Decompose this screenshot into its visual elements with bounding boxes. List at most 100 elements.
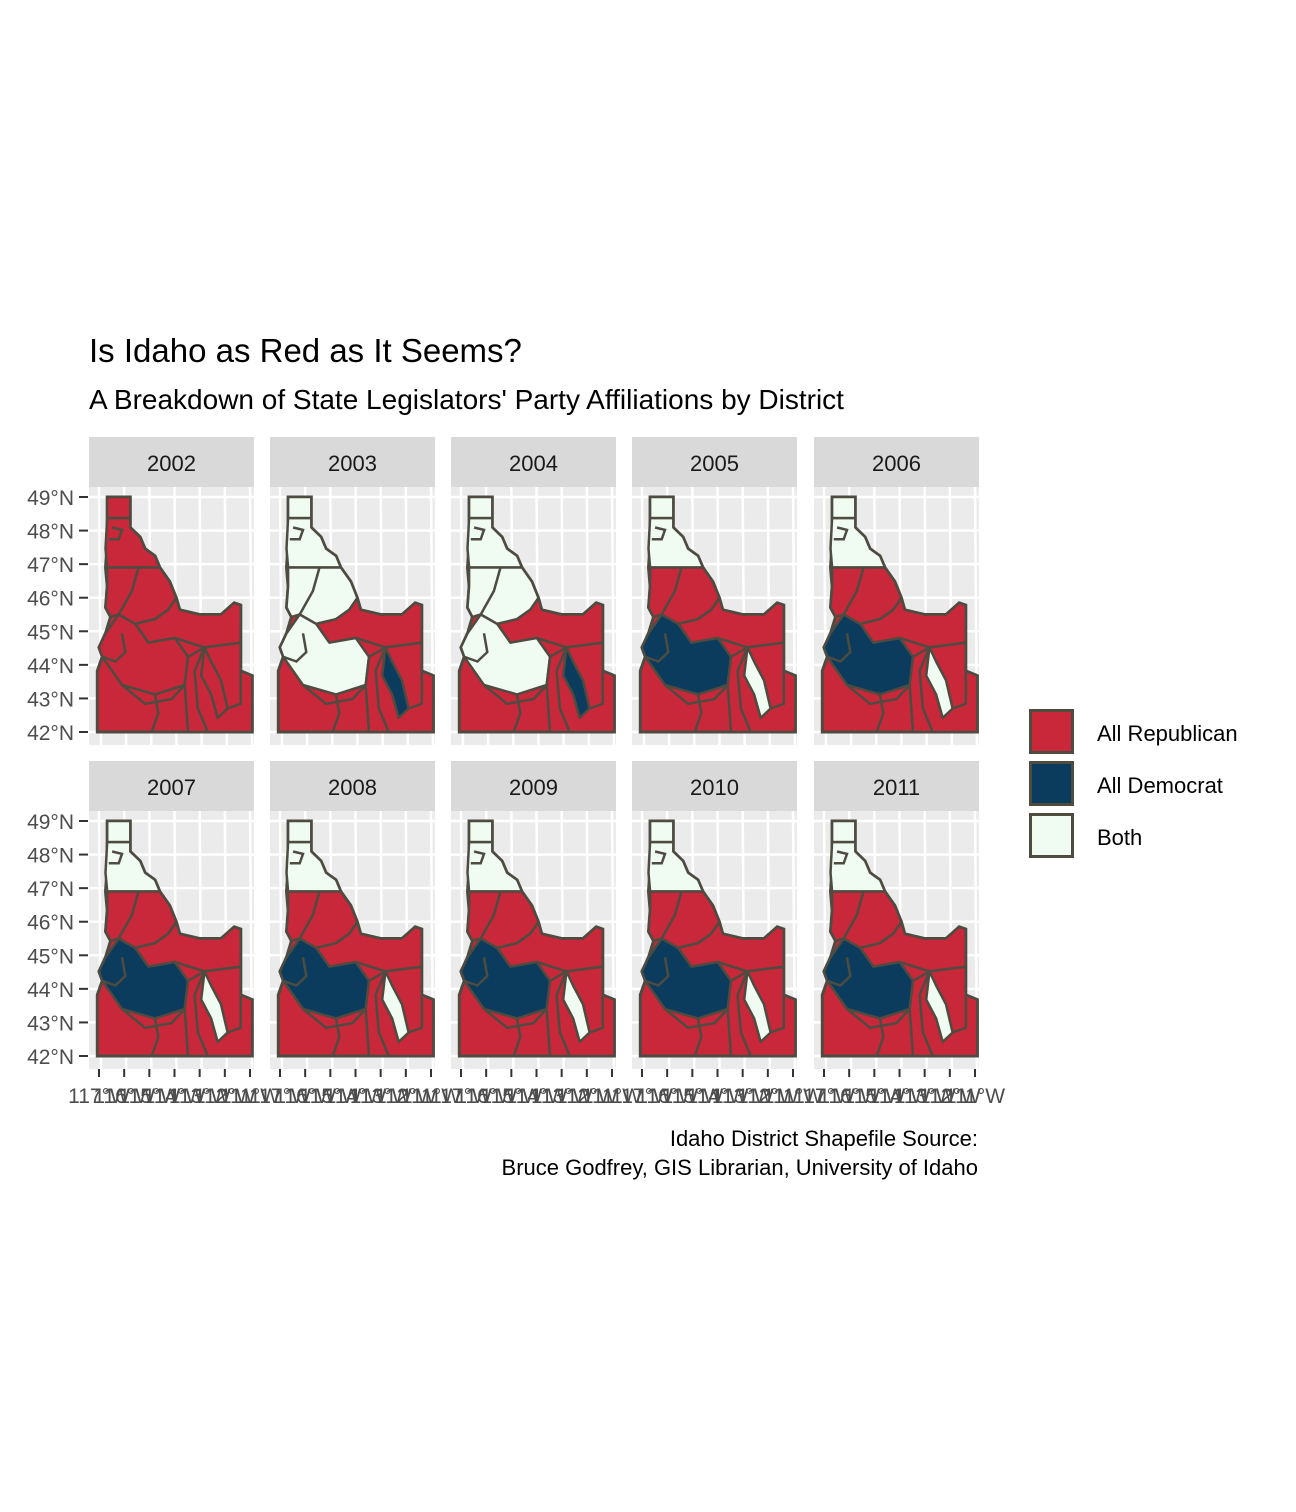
district-panhandle (105, 819, 132, 844)
district-border (298, 567, 321, 616)
district-border (298, 891, 321, 940)
district-border (555, 970, 571, 1057)
district-border (331, 694, 341, 733)
district-border (121, 1008, 186, 1030)
lon-tick-label: 117°W (249, 1085, 311, 1108)
lat-tick-label: 45°N (27, 945, 74, 968)
district-border (651, 850, 667, 865)
lon-tick-label: 113°W (169, 1085, 231, 1108)
district-pocatello (380, 970, 410, 1044)
district-border (483, 1008, 548, 1030)
facet-strip-label: 2006 (872, 451, 921, 476)
caption: Idaho District Shapefile Source: Bruce G… (380, 1124, 978, 1182)
district-border (842, 891, 865, 940)
district-pocatello (924, 970, 954, 1044)
facet-panel-2010: 2010 (632, 761, 797, 1070)
district-border (826, 957, 852, 987)
facet-panel-2011: 2011 (814, 761, 979, 1070)
facet-strip-label: 2004 (509, 451, 558, 476)
district-central (314, 596, 424, 649)
lat-tick-label: 48°N (27, 521, 74, 544)
lat-tick-label: 45°N (27, 621, 74, 644)
facet-strip (451, 437, 616, 487)
district-border (842, 567, 865, 616)
district-border (952, 994, 968, 1034)
lon-tick-label: 114°W (687, 1085, 749, 1108)
district-border (644, 957, 670, 987)
district-border (227, 670, 243, 710)
lon-tick-label: 116°W (93, 1085, 155, 1108)
lon-tick-label: 113°W (531, 1085, 593, 1108)
district-border (108, 526, 124, 541)
facet-panel-2007: 2007 (89, 761, 254, 1070)
district-border (651, 526, 667, 541)
district-border (101, 633, 127, 663)
lat-tick-label: 44°N (27, 979, 74, 1002)
lon-tick-label: 113°W (350, 1085, 412, 1108)
facet-panel-2003: 2003 (270, 437, 435, 746)
caption-line-1: Idaho District Shapefile Source: (669, 1126, 978, 1151)
district-border (282, 633, 308, 663)
district-panhandle (830, 495, 857, 520)
lon-tick-label: 114°W (506, 1085, 568, 1108)
lon-tick-label: 113°W (894, 1085, 956, 1108)
district-border (952, 670, 968, 710)
district-central (676, 920, 786, 973)
lat-tick-label: 43°N (27, 688, 74, 711)
district-border (117, 567, 140, 616)
chart-subtitle: A Breakdown of State Legislators' Party … (89, 384, 844, 415)
district-border (227, 994, 243, 1034)
lat-tick-label: 47°N (27, 878, 74, 901)
district-pocatello (742, 970, 772, 1044)
district-central (133, 920, 243, 973)
caption-line-2: Bruce Godfrey, GIS Librarian, University… (501, 1155, 978, 1180)
district-border (289, 526, 305, 541)
facet-strip-label: 2009 (509, 775, 558, 800)
facet-strip (814, 437, 979, 487)
lon-tick-label: 112°W (737, 1085, 799, 1108)
facet-strip-label: 2010 (690, 775, 739, 800)
lon-tick-label: 115°W (843, 1085, 905, 1108)
lon-tick-label: 115°W (480, 1085, 542, 1108)
district-central (314, 920, 424, 973)
district-central (676, 596, 786, 649)
district-border (117, 891, 140, 940)
lat-tick-label: 42°N (27, 1046, 74, 1069)
legend-label-both: Both (1097, 825, 1143, 850)
lon-tick-label: 115°W (299, 1085, 361, 1108)
facet-panel-2005: 2005 (632, 437, 797, 746)
lon-tick-label: 116°W (636, 1085, 698, 1108)
district-border (463, 957, 489, 987)
district-border (512, 694, 522, 733)
lat-tick-label: 42°N (27, 722, 74, 745)
legend-key-both (1029, 813, 1074, 858)
lon-tick-label: 114°W (144, 1085, 206, 1108)
lon-tick-label: 113°W (712, 1085, 774, 1108)
district-border (121, 684, 186, 706)
lon-tick-label: 117°W (68, 1085, 130, 1108)
facet-panel-2008: 2008 (270, 761, 435, 1070)
district-central (858, 920, 968, 973)
lon-tick-label: 111°W (945, 1085, 1005, 1108)
district-border (302, 1008, 367, 1030)
district-border (479, 891, 502, 940)
lat-tick-label: 43°N (27, 1012, 74, 1035)
district-central (858, 596, 968, 649)
district-border (101, 957, 127, 987)
facet-strip (814, 761, 979, 811)
district-border (693, 1018, 703, 1057)
lon-tick-label: 112°W (194, 1085, 256, 1108)
facet-strip-label: 2007 (147, 775, 196, 800)
legend-label-democrat: All Democrat (1097, 773, 1223, 798)
facet-strip (632, 761, 797, 811)
lon-tick-label: 111°W (763, 1085, 823, 1108)
lat-tick-label: 47°N (27, 554, 74, 577)
district-border (470, 526, 486, 541)
district-central (495, 596, 605, 649)
district-pocatello (742, 646, 772, 720)
district-panhandle (286, 495, 313, 520)
district-border (693, 694, 703, 733)
district-border (555, 646, 571, 733)
district-border (664, 684, 729, 706)
